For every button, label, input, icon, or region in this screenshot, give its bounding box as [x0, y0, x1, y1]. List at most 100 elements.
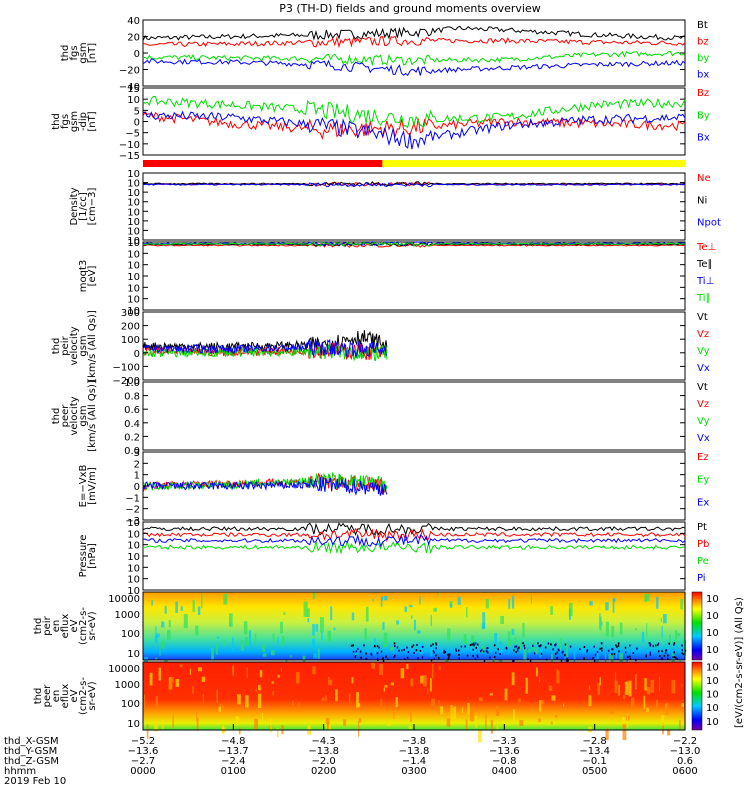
spectrogram-streak [201, 593, 203, 609]
spectrogram-speckle [385, 655, 387, 658]
spectrogram-speckle [357, 647, 359, 650]
spectrogram-speckle [473, 644, 475, 647]
panel-frame [142, 241, 686, 311]
spectrogram-streak [626, 714, 629, 728]
spectrogram-streak [298, 702, 300, 712]
y-axis-label-line: [nT] [87, 111, 98, 131]
spectrogram-speckle [413, 652, 415, 654]
spectrogram-streak [534, 647, 539, 654]
spectrogram-streak [262, 653, 267, 657]
spectrogram-streak [196, 710, 198, 722]
spectrogram-speckle [366, 658, 368, 661]
spectrogram-speckle [564, 643, 567, 646]
spectrogram-speckle [447, 658, 449, 660]
spectrogram-speckle [455, 648, 457, 651]
y-tick-label: −100 [113, 362, 140, 373]
spectrogram-streak [155, 626, 157, 638]
spectrogram-streak [196, 717, 199, 731]
spectrogram-speckle [657, 644, 659, 647]
spectrogram-speckle [393, 642, 396, 645]
spectrogram-streak [400, 668, 405, 679]
spectrogram-streak [440, 706, 443, 715]
spectrogram-streak [311, 638, 316, 649]
spectrogram-streak [599, 616, 602, 631]
y-axis-label-line: velocity [69, 396, 80, 435]
spectrogram-speckle [554, 644, 557, 647]
spectrogram-streak [164, 605, 167, 614]
spectrogram-streak [605, 602, 609, 611]
spectrogram-streak [644, 678, 647, 691]
colorbar-tick-label: 10 [706, 690, 719, 701]
spectrogram-speckle [629, 644, 631, 647]
y-tick-label: −15 [119, 151, 140, 162]
legend-label: Vx [697, 363, 710, 374]
colorbar-tick-label: 10 [706, 662, 719, 673]
spectrogram-streak [471, 635, 475, 646]
spectrogram-speckle [561, 651, 564, 654]
spectrogram-streak [482, 612, 486, 629]
y-axis-label-line: [nPa] [87, 543, 98, 569]
spectrogram-streak [461, 707, 464, 713]
x-tick-label: 0000 [130, 766, 155, 777]
spectrogram-streak [423, 675, 427, 687]
y-axis-label-line: (cm2-s- [78, 607, 89, 645]
spectrogram-speckle [494, 651, 497, 654]
spectrogram-speckle [682, 653, 685, 656]
spectrogram-speckle [354, 656, 356, 658]
spectrogram-streak [449, 603, 453, 608]
y-tick-label: 1 [134, 471, 140, 482]
spectrogram-streak [154, 636, 158, 643]
spectrogram-speckle [514, 645, 516, 648]
spectrogram-speckle [435, 654, 437, 657]
x-row-label: thd_X-GSM [4, 736, 59, 747]
panel-3: NeNiNpot1010101010101010Density[1/cc][cm… [69, 169, 721, 247]
spectrogram-streak [238, 727, 241, 735]
spectrogram-speckle [460, 645, 463, 648]
spectrogram-streak [608, 653, 611, 660]
spectrogram-speckle [513, 660, 515, 662]
spectrogram-streak [599, 677, 601, 686]
spectrogram-streak [312, 592, 316, 599]
spectrogram-streak [485, 714, 487, 730]
spectrogram-speckle [512, 659, 514, 662]
spectrogram-speckle [482, 650, 485, 653]
spectrogram-streak [312, 666, 316, 675]
spectrogram-streak [604, 653, 607, 665]
y-axis-label-line: Pressure [78, 535, 89, 578]
spectrogram-speckle [477, 643, 479, 646]
spectrogram-speckle [352, 644, 354, 647]
spectrogram-speckle [378, 646, 380, 649]
spectrogram-streak [514, 637, 517, 645]
y-axis-label-line: en [51, 690, 62, 703]
spectrogram-speckle [433, 658, 436, 661]
spectrogram-streak [496, 724, 499, 731]
y-tick-label: −40 [119, 82, 140, 93]
spectrogram-streak [500, 616, 504, 624]
spectrogram-streak [358, 721, 360, 737]
legend-label: Vy [697, 416, 710, 427]
y-axis-label-line: eV [69, 619, 80, 632]
spectrogram-speckle [404, 658, 406, 661]
spectrogram-speckle [447, 653, 449, 656]
x-tick-label: −4.8 [221, 736, 245, 747]
spectrogram-speckle [564, 654, 566, 657]
series-line-Pe [143, 540, 686, 555]
spectrogram-streak [615, 671, 617, 688]
spectrogram-speckle [505, 646, 508, 649]
spectrogram-streak [511, 672, 515, 686]
spectrogram-speckle [430, 644, 432, 647]
spectrogram-streak [277, 674, 280, 678]
spectrogram-streak [195, 625, 199, 636]
y-tick-label: 10000 [108, 664, 140, 675]
spectrogram-speckle [493, 644, 496, 647]
y-axis-label-line: thd [51, 113, 62, 130]
spectrogram-streak [646, 707, 649, 713]
spectrogram-streak [180, 606, 183, 611]
legend-label: Ey [697, 475, 709, 486]
spectrogram-speckle [376, 652, 379, 655]
spectrogram-streak [321, 631, 323, 640]
spectrogram-speckle [645, 655, 647, 658]
spectrogram-streak [525, 677, 528, 694]
